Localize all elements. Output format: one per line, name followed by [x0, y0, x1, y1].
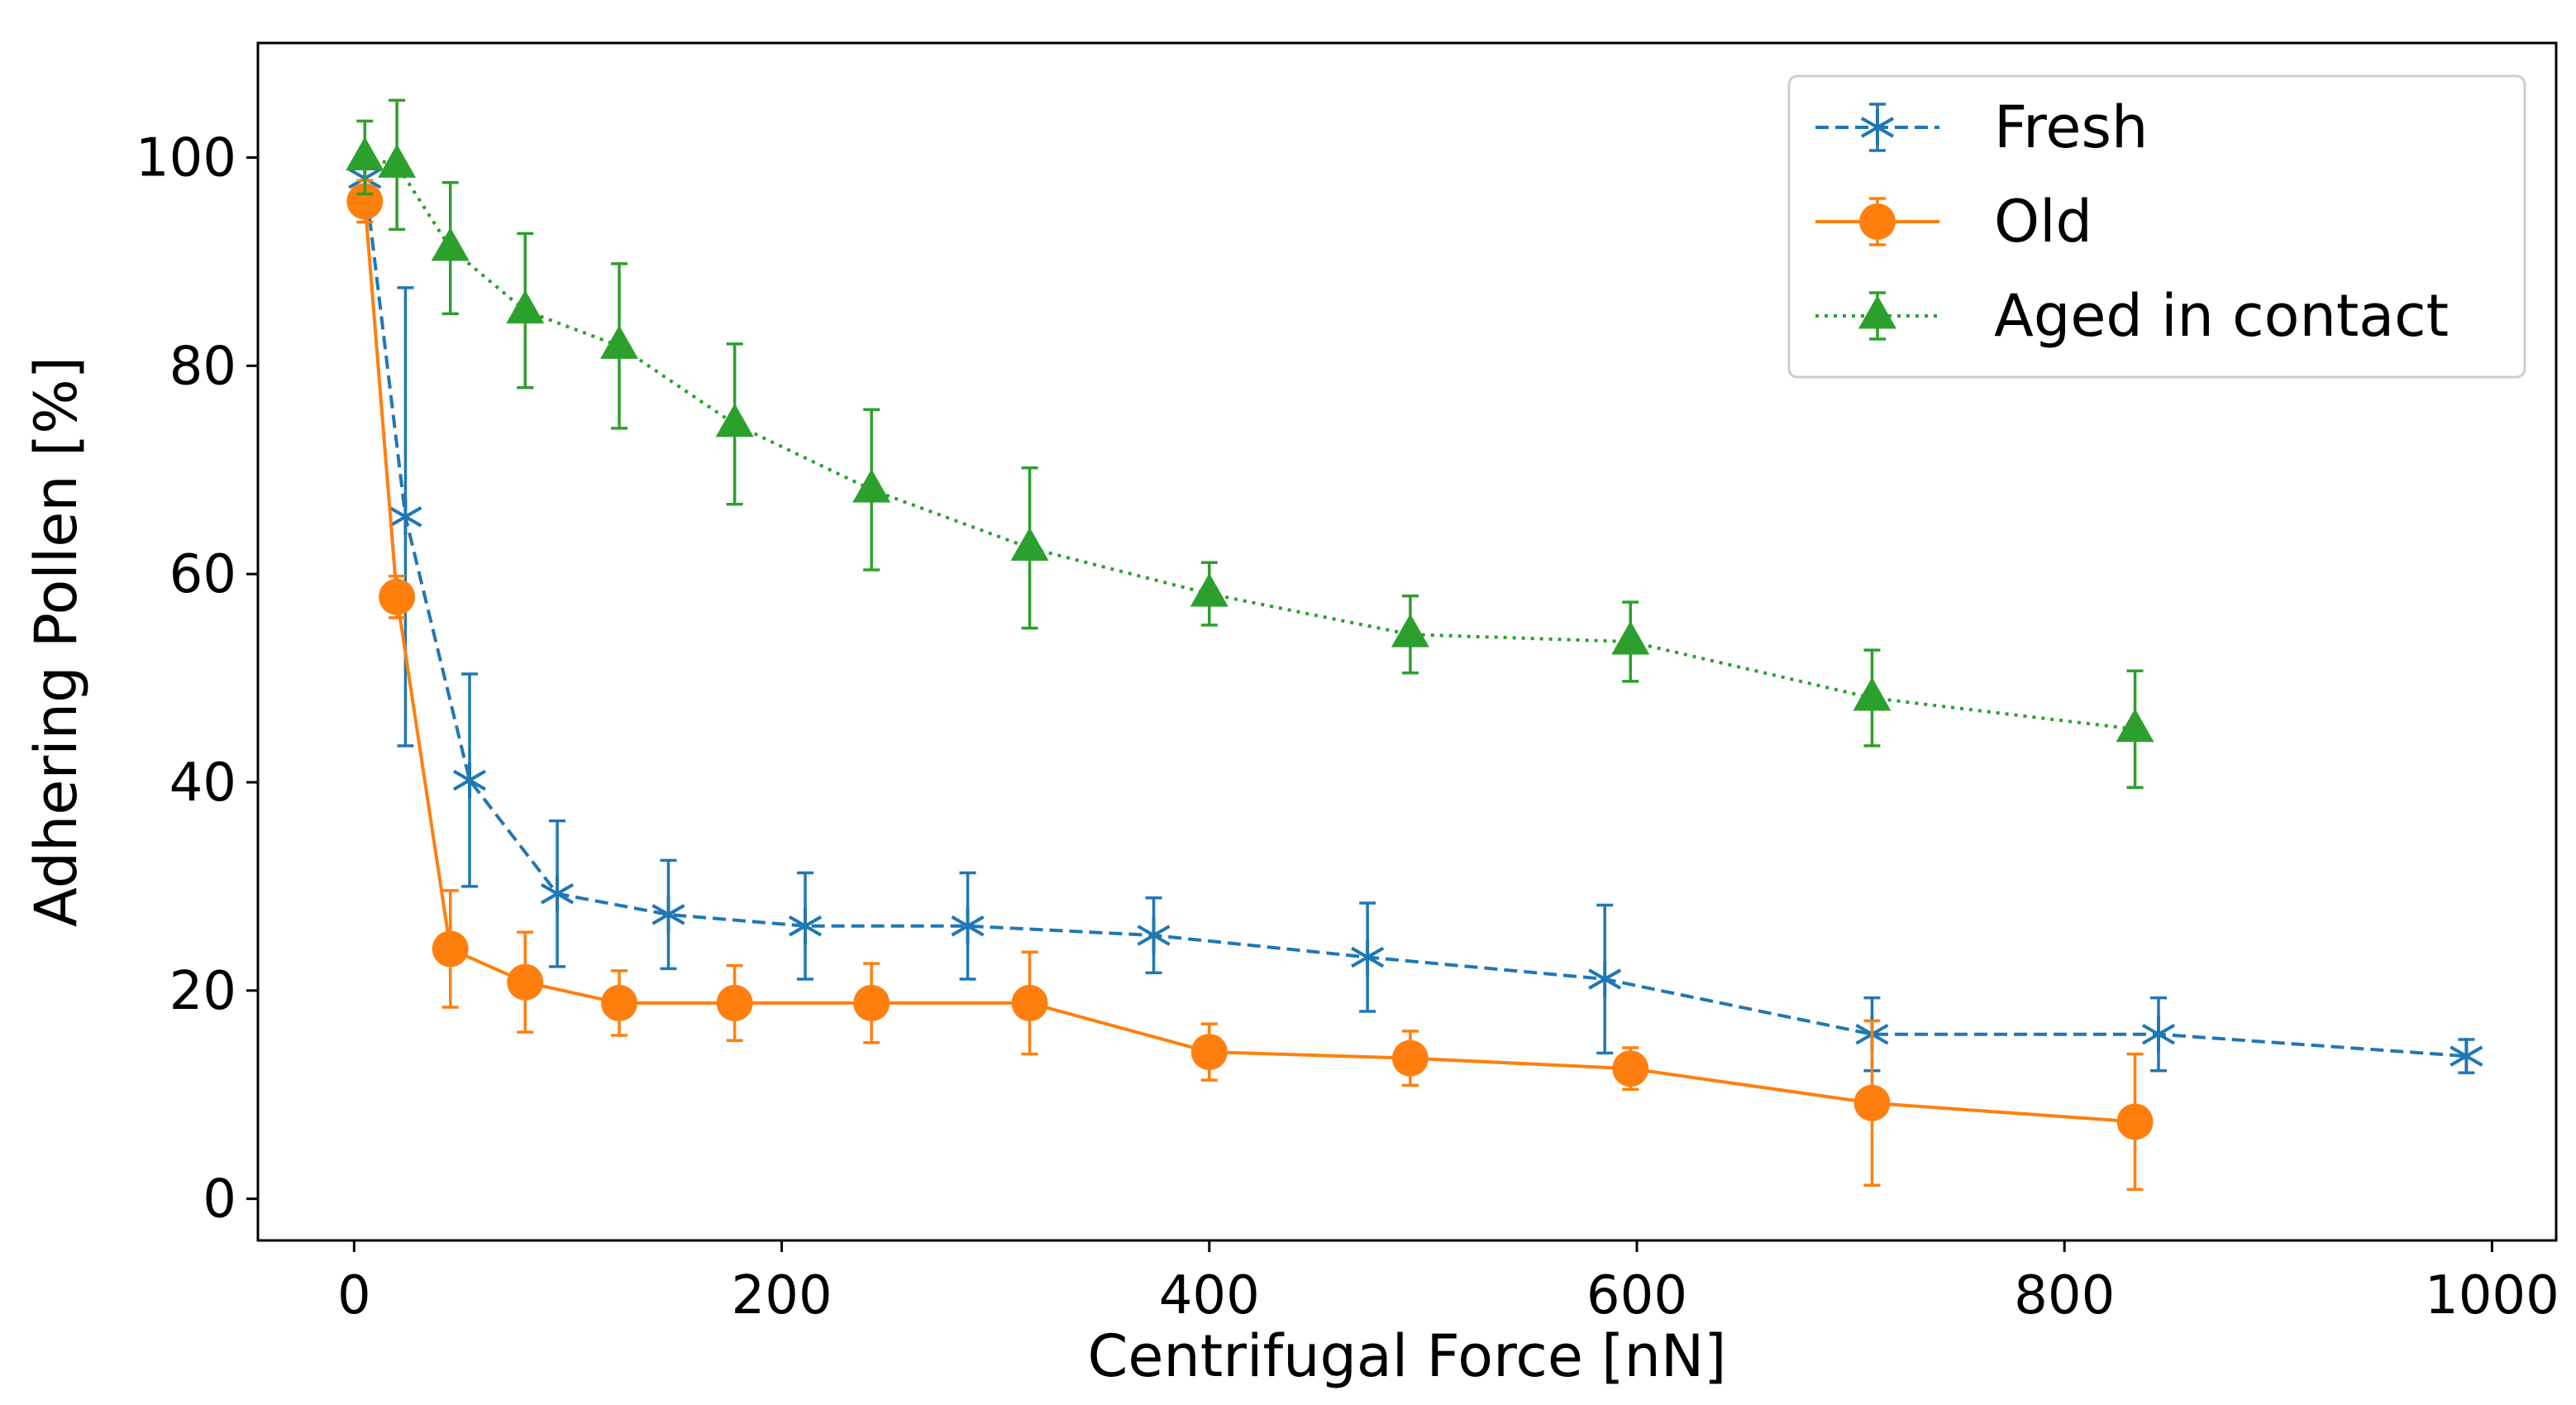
data-point [651, 896, 685, 933]
marker-stroke [389, 506, 422, 528]
x-axis-label: Centrifugal Force [nN] [1087, 1322, 1726, 1390]
data-point [2141, 1016, 2176, 1053]
data-point [1137, 917, 1171, 954]
data-point [1612, 1050, 1649, 1087]
data-point [951, 907, 985, 944]
legend-entry-aged-in-contact: Aged in contact [1815, 282, 2449, 350]
data-point [1588, 960, 1622, 997]
marker-stroke [1860, 117, 1895, 138]
marker-stroke [651, 904, 685, 925]
marker-stroke [1351, 946, 1385, 968]
marker-stroke [788, 915, 823, 937]
series-aged-in-contact [346, 98, 2154, 790]
data-point [1391, 614, 1429, 648]
plot-area-frame [256, 41, 2558, 1242]
legend-label-old: Old [1994, 188, 2092, 256]
x-tick-label: 1000 [2425, 1265, 2559, 1326]
data-point [853, 984, 890, 1021]
series-layer [346, 98, 2483, 1192]
x-tick-label: 0 [337, 1265, 371, 1326]
marker-stroke [2450, 1045, 2483, 1067]
data-point [1190, 1034, 1228, 1071]
data-point [346, 183, 384, 220]
legend-entry-old: Old [1815, 188, 2092, 256]
y-tick-label: 60 [169, 544, 236, 605]
marker-stroke [2141, 1023, 2176, 1045]
data-point [507, 963, 544, 1001]
y-tick-label: 40 [169, 753, 236, 814]
y-tick-label: 0 [203, 1169, 236, 1231]
data-point [379, 578, 416, 615]
data-point [852, 469, 891, 503]
x-tick-label: 200 [732, 1265, 832, 1326]
legend-marker [1859, 203, 1896, 240]
data-point [432, 930, 469, 968]
y-axis-label: Adhering Pollen [%] [22, 356, 90, 927]
x-tick-label: 800 [2014, 1265, 2115, 1326]
data-point [540, 875, 575, 912]
data-point [389, 498, 422, 535]
x-tick-label: 400 [1159, 1265, 1260, 1326]
data-point [506, 289, 545, 324]
y-tick-label: 20 [169, 961, 236, 1022]
legend-box [1787, 74, 2526, 379]
marker-stroke [452, 769, 487, 791]
data-point [431, 227, 470, 261]
legend-symbol-aged-in-contact [1815, 291, 1939, 341]
marker-stroke [1137, 925, 1171, 946]
marker-stroke [1588, 968, 1622, 990]
data-point [1351, 939, 1385, 976]
data-point [452, 762, 487, 799]
data-point [788, 907, 823, 944]
series-old [346, 179, 2154, 1192]
legend-marker [1860, 109, 1895, 146]
data-point [715, 403, 754, 437]
legend-label-fresh: Fresh [1994, 93, 2148, 161]
data-point [1611, 621, 1650, 655]
data-point [1190, 573, 1228, 607]
legend-symbol-old [1815, 197, 1939, 246]
data-point [1011, 984, 1048, 1021]
data-point [601, 984, 638, 1021]
legend-entry-fresh: Fresh [1815, 93, 2148, 161]
marker-stroke [540, 882, 575, 905]
legend-label-aged-in-contact: Aged in contact [1994, 282, 2449, 350]
legend: Fresh Old Aged in contact [1787, 74, 2526, 379]
legend-symbol-fresh [1815, 103, 1939, 152]
data-point [600, 325, 639, 359]
data-point [346, 136, 384, 171]
y-tick-label: 100 [136, 128, 236, 189]
data-point [1853, 676, 1891, 711]
data-point [1010, 527, 1049, 562]
data-point [2116, 1103, 2154, 1140]
legend-marker [1858, 295, 1896, 329]
data-point [1391, 1039, 1429, 1077]
y-tick-label: 80 [169, 336, 236, 397]
marker-stroke [951, 915, 985, 937]
data-point [2116, 708, 2154, 743]
data-point [716, 984, 753, 1021]
data-point [2450, 1038, 2483, 1075]
axis-ticks: 0 200 400 600 800 1000 0 20 40 60 80 100 [136, 128, 2559, 1326]
data-point [378, 144, 417, 178]
x-tick-label: 600 [1586, 1265, 1687, 1326]
data-point [1853, 1084, 1891, 1121]
